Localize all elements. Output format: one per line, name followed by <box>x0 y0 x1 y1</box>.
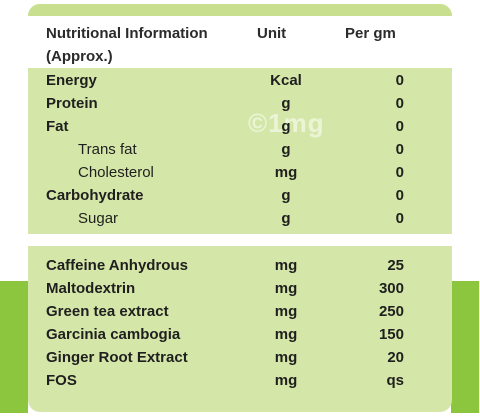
row-value: 0 <box>395 187 404 204</box>
row-value: 25 <box>387 257 404 274</box>
left-accent-bar <box>0 281 28 413</box>
right-accent-bar <box>451 281 479 413</box>
row-name: Sugar <box>78 210 119 227</box>
row-value: 0 <box>395 118 404 135</box>
header-per-gm: Per gm <box>345 25 396 42</box>
row-name: Protein <box>46 95 98 112</box>
row-value: 20 <box>387 349 404 366</box>
row-unit: mg <box>274 326 298 343</box>
row-name: FOS <box>46 372 77 389</box>
row-unit: mg <box>274 372 298 389</box>
header-unit: Unit <box>257 25 287 42</box>
top-strip <box>28 4 452 16</box>
section-divider <box>28 234 452 246</box>
row-name: Energy <box>46 72 97 89</box>
watermark-logo: ©1mg <box>248 108 325 138</box>
row-unit: mg <box>274 349 298 366</box>
row-value: 0 <box>395 141 404 158</box>
row-unit: mg <box>274 164 298 181</box>
row-value: 0 <box>395 95 404 112</box>
row-unit: g <box>281 118 291 135</box>
row-unit: g <box>281 210 291 227</box>
row-value: 0 <box>395 164 404 181</box>
header-approx-label: (Approx.) <box>46 48 113 65</box>
row-value: 250 <box>378 303 404 320</box>
row-unit: g <box>281 95 291 112</box>
row-name: Fat <box>46 118 69 135</box>
row-value: 300 <box>378 280 404 297</box>
table-panel <box>28 4 452 412</box>
row-name: Garcinia cambogia <box>46 326 181 343</box>
header-nutrition-title: Nutritional Information <box>46 25 208 42</box>
row-value: 0 <box>395 72 404 89</box>
row-unit: mg <box>274 257 298 274</box>
row-unit: mg <box>274 303 298 320</box>
row-name: Green tea extract <box>46 303 169 320</box>
row-unit: Kcal <box>270 72 302 89</box>
row-name: Carbohydrate <box>46 187 144 204</box>
row-unit: g <box>281 187 291 204</box>
row-name: Cholesterol <box>78 164 154 181</box>
row-unit: mg <box>274 280 298 297</box>
row-value: qs <box>386 372 404 389</box>
row-value: 0 <box>395 210 404 227</box>
row-name: Ginger Root Extract <box>46 349 188 366</box>
table-header <box>28 16 452 68</box>
row-name: Caffeine Anhydrous <box>46 257 188 274</box>
row-value: 150 <box>378 326 404 343</box>
row-name: Maltodextrin <box>46 280 136 297</box>
row-unit: g <box>281 141 291 158</box>
row-name: Trans fat <box>78 141 137 158</box>
